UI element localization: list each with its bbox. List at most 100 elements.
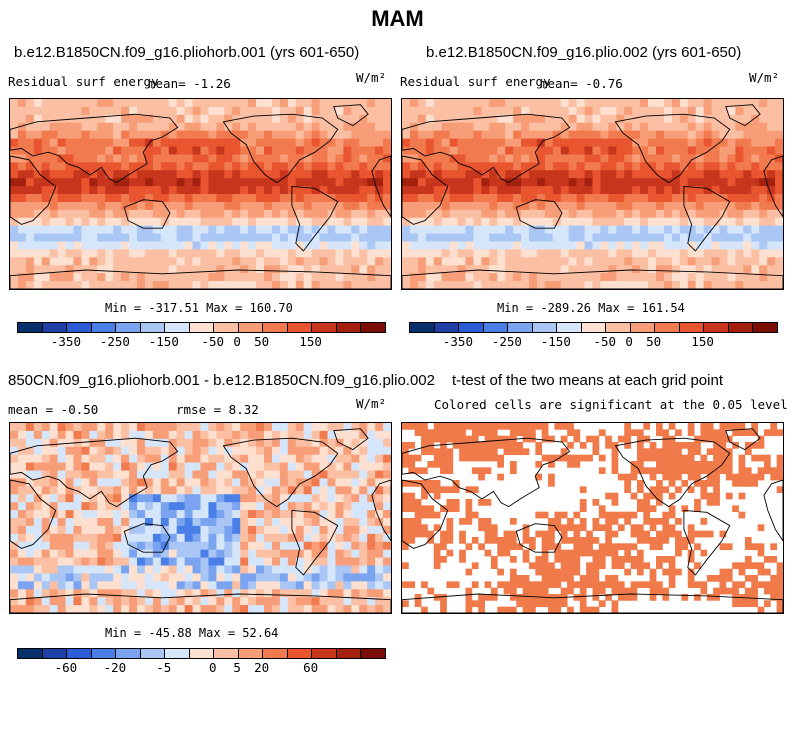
field-cell (481, 257, 490, 266)
field-cell (687, 225, 697, 235)
significant-cell (471, 511, 479, 519)
significant-cell (452, 499, 460, 506)
field-cell (375, 106, 384, 116)
field-cell (33, 273, 43, 282)
field-cell (89, 233, 98, 242)
field-cell (192, 423, 201, 432)
significant-cell (751, 423, 758, 430)
field-cell (727, 162, 736, 171)
field-cell (144, 106, 154, 116)
field-cell (113, 138, 122, 147)
field-cell (256, 99, 265, 108)
field-cell (489, 233, 498, 242)
field-cell (624, 194, 633, 203)
field-cell (287, 122, 297, 132)
colorbar-swatch (42, 649, 68, 658)
field-cell (359, 201, 368, 211)
significant-cell (662, 556, 670, 563)
significant-cell (687, 448, 695, 456)
significant-cell (713, 429, 720, 437)
field-cell (624, 233, 633, 242)
field-cell (359, 241, 368, 250)
field-cell (521, 106, 530, 116)
field-cell (311, 605, 321, 613)
significant-cell (598, 429, 606, 437)
field-cell (592, 122, 601, 132)
field-cell (465, 130, 474, 140)
field-cell (216, 597, 225, 606)
field-cell (240, 194, 249, 203)
field-cell (248, 541, 257, 551)
field-cell (759, 209, 768, 219)
field-cell (176, 510, 186, 519)
field-cell (687, 265, 697, 274)
field-cell (105, 241, 114, 250)
significant-cell (738, 467, 746, 475)
field-cell (311, 241, 321, 250)
field-cell (367, 106, 376, 116)
field-cell (481, 114, 490, 124)
field-cell (256, 597, 265, 606)
field-cell (351, 438, 360, 448)
field-cell (25, 162, 35, 171)
significant-cell (624, 486, 631, 494)
field-cell (129, 257, 138, 266)
panel4-map (401, 422, 784, 614)
significant-cell (478, 442, 485, 449)
field-cell (200, 114, 209, 124)
field-cell (89, 430, 98, 440)
field-cell (311, 281, 321, 289)
field-cell (33, 533, 43, 543)
field-cell (49, 486, 59, 495)
field-cell (113, 430, 122, 440)
significant-cell (611, 461, 619, 468)
panel3-minmax: Min = -45.88 Max = 52.64 (105, 626, 279, 640)
field-cell (279, 557, 289, 566)
continent (515, 523, 563, 553)
significant-cell (751, 587, 758, 595)
field-cell (640, 273, 649, 282)
field-cell (759, 154, 768, 163)
field-cell (441, 154, 451, 163)
field-cell (425, 138, 435, 147)
significant-cell (656, 556, 663, 563)
field-cell (160, 502, 170, 511)
significant-cell (414, 530, 422, 538)
significant-cell (662, 568, 670, 576)
significant-cell (560, 435, 568, 443)
field-cell (232, 241, 241, 250)
field-cell (10, 162, 19, 171)
field-cell (505, 225, 514, 235)
field-cell (295, 541, 305, 551)
field-cell (441, 273, 451, 282)
significant-cell (446, 581, 454, 589)
field-cell (65, 130, 74, 140)
significant-cell (490, 423, 498, 430)
field-cell (232, 565, 241, 574)
field-cell (343, 122, 352, 132)
field-cell (287, 557, 297, 566)
field-cell (160, 114, 170, 124)
field-cell (89, 209, 98, 219)
field-cell (279, 178, 289, 187)
field-cell (200, 541, 209, 551)
significant-cell (560, 448, 568, 456)
colorbar-swatch (263, 649, 288, 658)
significant-cell (478, 524, 485, 532)
field-cell (351, 549, 360, 559)
field-cell (41, 146, 51, 155)
significant-cell (725, 423, 733, 430)
field-cell (121, 533, 130, 543)
field-cell (192, 478, 201, 487)
field-cell (25, 446, 35, 456)
field-cell (160, 533, 170, 543)
field-cell (592, 194, 601, 203)
significant-cell (408, 518, 416, 525)
field-cell (200, 430, 209, 440)
field-cell (97, 194, 106, 203)
field-cell (319, 265, 328, 274)
field-cell (767, 257, 776, 266)
significant-cell (630, 524, 638, 532)
field-cell (240, 114, 249, 124)
field-cell (513, 273, 522, 282)
